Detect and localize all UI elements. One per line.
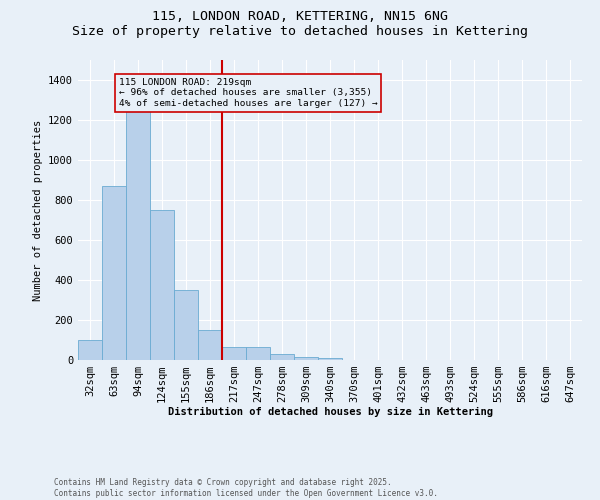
Bar [198,330,222,360]
Y-axis label: Number of detached properties: Number of detached properties [32,120,43,300]
Bar [78,340,102,360]
Text: 115 LONDON ROAD: 219sqm
← 96% of detached houses are smaller (3,355)
4% of semi-: 115 LONDON ROAD: 219sqm ← 96% of detache… [119,78,377,108]
Bar [174,290,198,360]
Text: 115, LONDON ROAD, KETTERING, NN15 6NG
Size of property relative to detached hous: 115, LONDON ROAD, KETTERING, NN15 6NG Si… [72,10,528,38]
X-axis label: Distribution of detached houses by size in Kettering: Distribution of detached houses by size … [167,406,493,416]
Bar [150,210,174,360]
Bar [270,354,294,360]
Bar [318,358,342,360]
Bar [222,347,246,360]
Bar [126,106,150,360]
Bar [294,357,318,360]
Bar [102,186,126,360]
Bar [246,347,270,360]
Text: Contains HM Land Registry data © Crown copyright and database right 2025.
Contai: Contains HM Land Registry data © Crown c… [54,478,438,498]
